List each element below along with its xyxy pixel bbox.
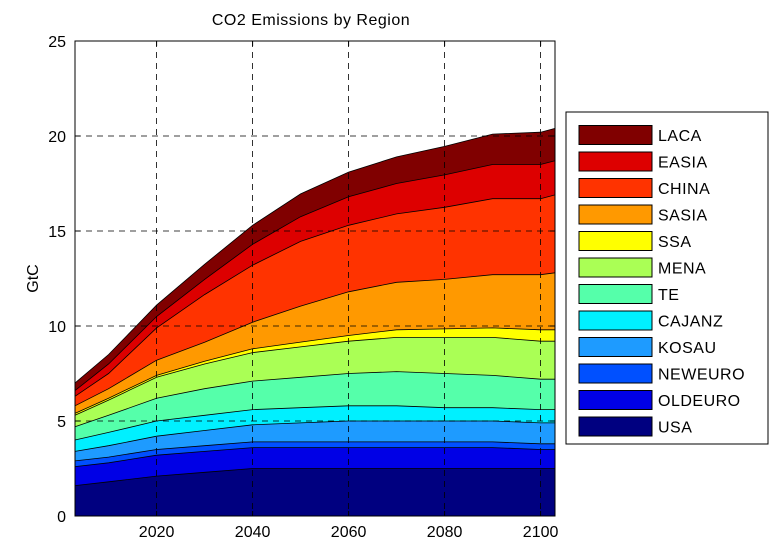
y-tick-label: 25: [48, 34, 66, 51]
line-china: [74, 194, 556, 397]
line-neweuro: [74, 441, 555, 462]
legend-label-kosau: KOSAU: [658, 340, 717, 357]
legend-label-mena: MENA: [658, 261, 706, 278]
y-tick-label: 10: [48, 319, 66, 336]
y-tick-label: 5: [57, 414, 66, 431]
legend-swatch-ssa: [578, 231, 653, 251]
grid-lines: [75, 41, 555, 516]
area-cajanz: [75, 405, 555, 452]
legend: LACA EASIA CHINA SASIA SSA MENA TE CAJANZ KOSAU N…: [565, 111, 769, 445]
y-tick-label: 0: [57, 509, 66, 526]
legend-label-cajanz: CAJANZ: [658, 314, 723, 331]
legend-label-china: CHINA: [658, 181, 710, 198]
line-usa: [74, 468, 555, 486]
area-kosau: [75, 421, 555, 461]
x-tick-label: 2080: [427, 524, 463, 541]
legend-swatch-kosau: [578, 337, 653, 357]
legend-label-ssa: SSA: [658, 234, 692, 251]
legend-swatch-easia: [578, 151, 653, 172]
legend-swatch-te: [578, 284, 653, 304]
y-tick-label: 15: [48, 224, 66, 241]
legend-label-sasia: SASIA: [658, 208, 708, 225]
line-mena: [74, 337, 555, 416]
legend-swatch-laca: [578, 125, 653, 145]
legend-label-te: TE: [658, 287, 679, 304]
y-axis-label: GtC: [25, 264, 42, 292]
legend-swatch-usa: [578, 416, 653, 437]
line-oldeuro: [74, 447, 555, 467]
chart-title: CO2 Emissions by Region: [212, 12, 410, 29]
area-te: [75, 371, 555, 440]
plot-frame: [74, 40, 556, 517]
legend-label-laca: LACA: [658, 128, 702, 145]
legend-swatch-oldeuro: [578, 390, 653, 410]
area-easia: [75, 160, 555, 397]
area-neweuro: [75, 441, 555, 467]
series-boundary-lines: [74, 128, 556, 486]
x-axis-ticks: 2020 2040 2060 2080 2100: [139, 41, 559, 541]
legend-swatch-mena: [578, 257, 653, 278]
x-tick-label: 2040: [235, 524, 271, 541]
legend-label-oldeuro: OLDEURO: [658, 393, 741, 410]
line-ssa: [74, 327, 555, 414]
y-axis-ticks: 0 5 10 15 20 25: [48, 34, 555, 526]
stacked-areas: [75, 128, 555, 516]
area-laca: [75, 128, 555, 391]
line-easia: [74, 160, 556, 391]
area-china: [75, 194, 555, 406]
x-tick-label: 2060: [331, 524, 367, 541]
legend-swatch-neweuro: [578, 363, 653, 384]
legend-label-neweuro: NEWEURO: [658, 367, 745, 384]
legend-swatch-sasia: [578, 204, 653, 225]
x-tick-label: 2100: [523, 524, 559, 541]
area-sasia: [75, 272, 555, 414]
line-te: [74, 371, 555, 428]
legend-swatch-china: [578, 178, 653, 198]
area-oldeuro: [75, 447, 555, 486]
area-ssa: [75, 327, 555, 416]
line-kosau: [74, 420, 555, 452]
legend-label-easia: EASIA: [658, 155, 708, 172]
line-sasia: [74, 272, 556, 407]
legend-label-usa: USA: [658, 420, 692, 437]
area-mena: [75, 337, 555, 427]
line-cajanz: [74, 405, 555, 441]
x-tick-label: 2020: [139, 524, 175, 541]
y-tick-label: 20: [48, 129, 66, 146]
legend-swatch-cajanz: [578, 310, 653, 331]
line-laca: [74, 128, 556, 384]
area-usa: [75, 468, 555, 516]
